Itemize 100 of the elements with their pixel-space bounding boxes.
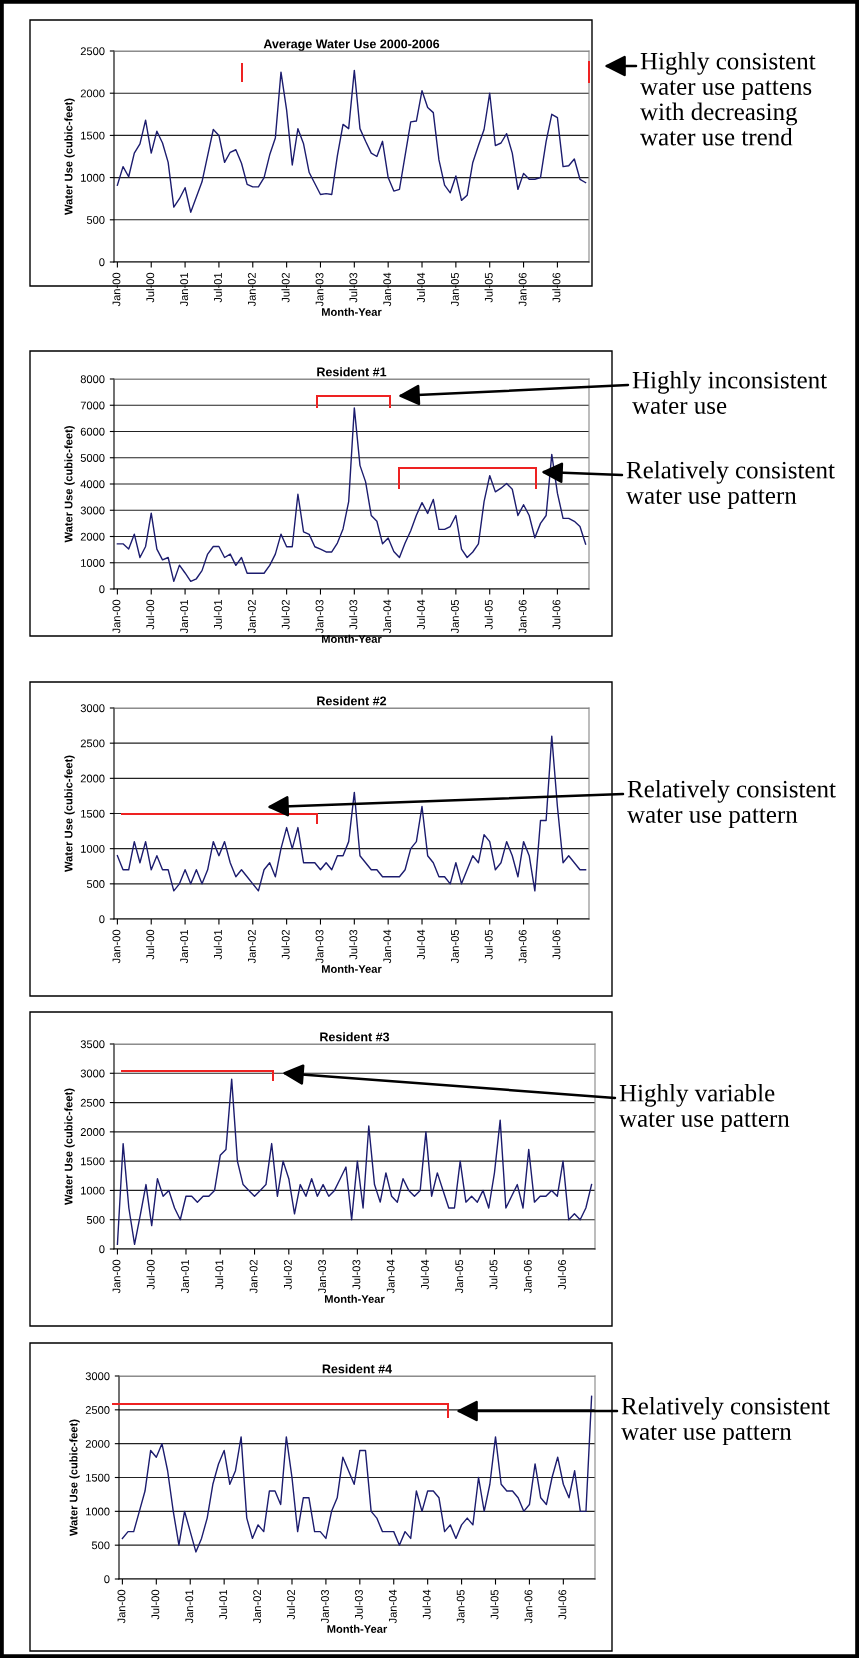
chart-title: Resident #3 [320, 1032, 390, 1042]
y-tick-label: 3000 [80, 506, 105, 515]
x-tick-label: Jan-04 [383, 599, 392, 634]
chart-title: Resident #1 [317, 367, 387, 377]
y-tick-label: 3000 [80, 1069, 105, 1078]
y-tick-label: 2500 [80, 739, 105, 748]
y-tick-label: 1500 [81, 1157, 105, 1166]
x-tick-label: Jul-04 [422, 1589, 431, 1620]
x-tick-label: Jul-01 [218, 1589, 228, 1620]
y-axis-title: Water Use (cubic-feet) [64, 426, 75, 543]
x-tick-label: Jul-01 [213, 599, 222, 630]
y-tick-label: 1000 [81, 1186, 105, 1195]
x-tick-label: Jul-03 [349, 599, 358, 630]
y-tick-label: 2000 [85, 1439, 110, 1448]
x-tick-label: Jul-00 [146, 929, 155, 960]
text: Highly variable water use pattern [619, 1084, 790, 1133]
text: Highly consistent water use pattens with decreasing water use trend [640, 52, 816, 146]
y-tick-label: 0 [99, 258, 105, 267]
y-tick-label: 0 [99, 1245, 105, 1254]
y-tick-label: 1000 [86, 1507, 110, 1516]
x-tick-label: Jul-03 [352, 1259, 361, 1290]
chart-title: Resident #4 [322, 1364, 393, 1374]
x-tick-label: Jul-05 [489, 1259, 498, 1290]
y-tick-label: 500 [86, 1215, 105, 1224]
x-tick-label: Jan-04 [383, 929, 392, 964]
text: Relatively consistent water use pattern [626, 461, 835, 510]
line-series [116, 1078, 593, 1246]
y-tick-label: 2000 [80, 774, 105, 783]
y-tick-label: 1500 [86, 1473, 110, 1482]
x-tick-label: Jan-02 [247, 599, 256, 634]
chart-title: Average Water Use 2000-2006 [263, 39, 440, 51]
x-tick-label: Jul-06 [557, 1259, 566, 1290]
line-series [116, 407, 587, 583]
x-tick-label: Jul-02 [281, 929, 290, 960]
x-tick-label: Jan-02 [249, 1259, 258, 1294]
y-tick-label: 1000 [81, 173, 105, 182]
x-tick-label: Jan-00 [112, 1259, 121, 1294]
x-tick-label: Jan-06 [518, 599, 527, 634]
line-series [116, 735, 587, 892]
x-tick-label: Jul-04 [416, 599, 425, 630]
x-tick-label: Jan-04 [388, 1589, 397, 1624]
x-tick-label: Jul-04 [416, 929, 425, 960]
y-tick-label: 3500 [80, 1040, 105, 1049]
y-axis-title: Water Use (cubic-feet) [64, 98, 75, 215]
text: Relatively consistent water use pattern [627, 780, 836, 829]
chart-title: Resident #2 [317, 696, 387, 706]
x-tick-label: Jul-00 [146, 1259, 155, 1290]
y-tick-label: 1500 [81, 131, 105, 140]
y-axis-title: Water Use (cubic-feet) [69, 1419, 80, 1536]
y-tick-label: 7000 [80, 401, 105, 410]
y-tick-label: 1000 [81, 844, 105, 853]
x-tick-label: Jan-03 [321, 1589, 329, 1624]
x-tick-label: Jul-05 [484, 599, 493, 630]
x-tick-label: Jan-02 [247, 929, 256, 964]
y-tick-label: 2000 [80, 89, 105, 98]
x-tick-label: Jul-06 [552, 599, 561, 630]
x-tick-label: Jan-00 [112, 929, 121, 964]
y-tick-label: 2500 [80, 1098, 105, 1107]
x-tick-label: Jul-05 [490, 1589, 499, 1620]
x-tick-label: Jul-03 [349, 929, 358, 960]
y-tick-label: 8000 [80, 375, 105, 384]
y-tick-label: 4000 [80, 480, 105, 489]
x-tick-label: Jan-05 [456, 1589, 465, 1624]
x-axis-title: Month-Year [321, 307, 382, 316]
x-tick-label: Jan-00 [117, 1589, 126, 1624]
line-series [121, 1395, 593, 1553]
x-axis-title: Month-Year [327, 1624, 388, 1633]
x-tick-label: Jan-05 [450, 599, 459, 634]
y-tick-label: 2500 [80, 47, 105, 56]
x-tick-label: Jul-02 [281, 599, 290, 630]
y-tick-label: 1000 [81, 559, 105, 567]
x-tick-label: Jul-06 [552, 929, 561, 960]
x-axis-title: Month-Year [321, 634, 382, 643]
x-tick-label: Jul-01 [213, 929, 222, 960]
x-tick-label: Jul-03 [354, 1589, 363, 1620]
y-tick-label: 500 [86, 216, 105, 224]
y-tick-label: 3000 [80, 704, 105, 713]
x-tick-label: Jan-05 [455, 1259, 464, 1294]
x-tick-label: Jul-01 [215, 1259, 224, 1290]
x-tick-label: Jan-04 [386, 1259, 395, 1294]
y-tick-label: 6000 [80, 427, 105, 436]
x-tick-label: Jan-05 [450, 929, 459, 964]
x-tick-label: Jul-02 [286, 1589, 295, 1620]
x-tick-label: Jan-06 [518, 929, 527, 964]
y-axis-title: Water Use (cubic-feet) [64, 1088, 75, 1205]
x-tick-label: Jul-02 [283, 1259, 292, 1290]
y-tick-label: 500 [91, 1541, 110, 1550]
x-tick-label: Jan-01 [185, 1589, 194, 1624]
x-tick-label: Jan-01 [180, 599, 189, 634]
x-tick-label: Jul-06 [558, 1589, 567, 1620]
x-axis-title: Month-Year [324, 1294, 385, 1303]
x-tick-label: Jan-02 [253, 1589, 262, 1624]
x-tick-label: Jan-03 [315, 929, 324, 964]
y-tick-label: 2000 [80, 1128, 105, 1136]
x-tick-label: Jul-00 [146, 599, 155, 630]
y-tick-label: 5000 [80, 454, 105, 462]
y-tick-label: 2500 [85, 1406, 110, 1414]
x-tick-label: Jan-03 [315, 599, 324, 634]
y-tick-label: 500 [86, 880, 105, 888]
line-series [116, 69, 587, 213]
